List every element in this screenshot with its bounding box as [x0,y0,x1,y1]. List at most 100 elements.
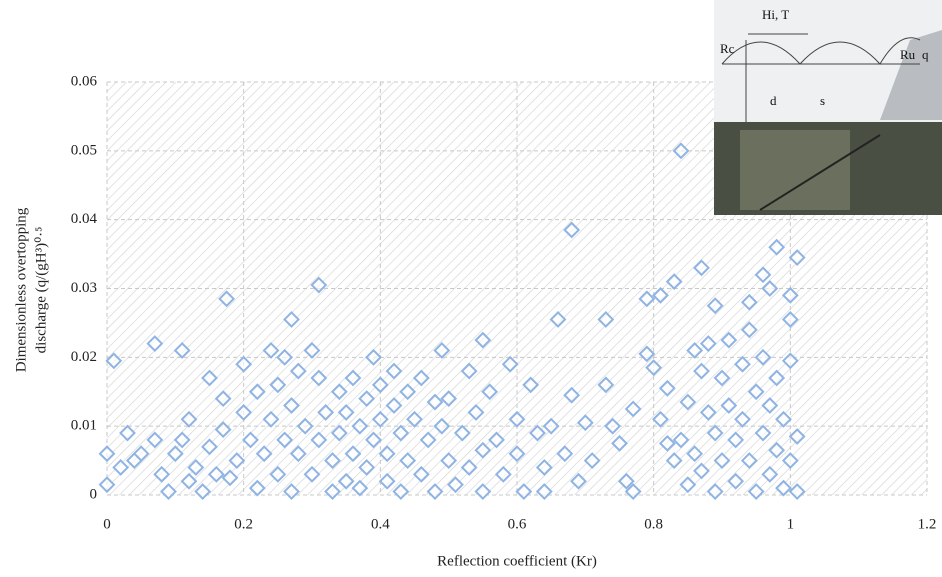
point [214,390,232,408]
point [371,376,389,394]
point [317,403,335,421]
point [337,403,355,421]
point [406,410,423,428]
point [419,431,437,449]
y-axis-title: discharge (q/(gH³)⁰·⁵ [33,227,49,354]
inset-label: d [770,93,777,108]
inset-wave [721,37,921,65]
point [235,355,253,373]
point [303,342,321,359]
point [460,459,478,476]
point [542,417,560,435]
point [768,238,786,256]
point [754,266,772,284]
point [440,452,458,469]
point [686,342,704,359]
point [440,390,458,408]
point [720,397,738,414]
point [289,362,307,380]
inset-slope [759,134,881,211]
y-tick-label: 0.02 [71,349,97,365]
point [351,479,369,497]
point [310,276,328,294]
point [399,383,417,401]
inset-label: Rc [720,41,735,56]
point [447,476,464,494]
point [173,342,191,359]
point [597,376,615,394]
point [706,483,724,500]
inset-label: s [820,93,825,108]
point [679,393,697,411]
point [153,465,171,483]
point [781,311,799,328]
point [576,414,594,432]
point [310,369,328,387]
point [269,376,287,394]
point [522,376,540,394]
y-tick-label: 0.01 [71,418,97,434]
point [734,410,751,428]
point [392,424,410,442]
point [242,431,259,449]
point [727,472,745,490]
point [194,483,212,500]
point [385,397,403,414]
point [761,397,779,414]
point [788,483,806,500]
point [146,431,164,449]
point [433,417,451,435]
point [679,476,697,494]
point [337,472,355,490]
point [218,290,235,308]
point [330,383,348,401]
point [583,452,601,469]
inset-figure: Hi, T Rc Ru q d s [714,0,942,215]
point [112,459,130,476]
point [474,331,492,349]
point [207,465,225,483]
point [693,362,710,380]
point [768,369,786,387]
point [426,483,444,500]
point [221,469,239,487]
point [276,431,294,449]
point [508,445,526,463]
point [529,424,546,442]
point [269,465,287,483]
point [105,352,123,370]
point [734,355,751,373]
point [693,462,710,480]
point [365,431,382,449]
point [474,483,492,500]
point [262,342,280,359]
point [699,403,717,421]
point [235,403,253,421]
point [781,452,799,469]
point [556,445,574,463]
point [775,479,792,497]
point [283,311,300,328]
point [201,438,218,456]
point [378,472,396,490]
point [98,445,116,463]
y-tick-label: 0.06 [71,73,98,89]
point [768,441,786,459]
point [467,403,485,421]
point [255,445,273,463]
y-tick-label: 0 [90,486,98,502]
point [399,452,417,469]
point [344,369,362,387]
point [672,431,690,449]
point [570,472,587,490]
point [638,345,656,363]
point [761,465,779,483]
point [775,410,792,428]
point [535,459,553,476]
point [310,431,328,449]
point [283,397,300,414]
point [624,400,642,418]
point [488,431,505,449]
point [412,465,430,483]
point [474,441,492,459]
